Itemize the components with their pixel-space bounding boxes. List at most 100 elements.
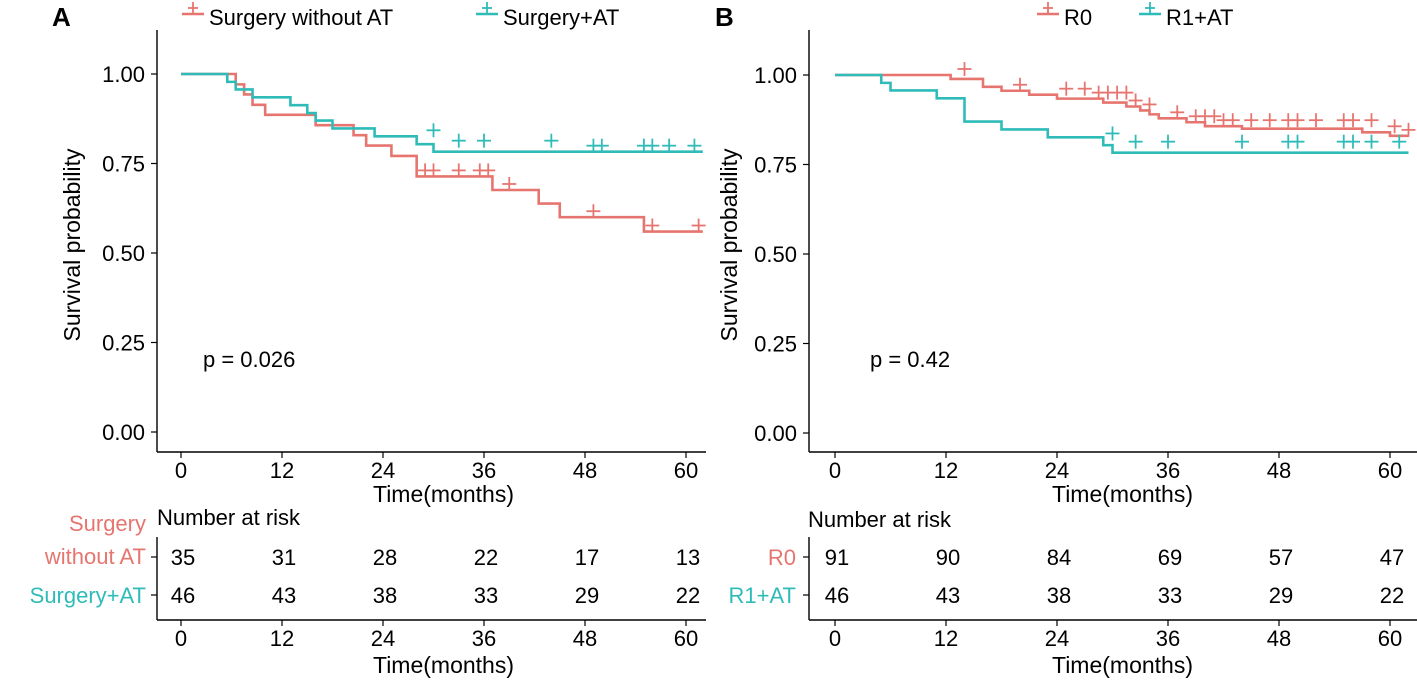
risk-x-tick-label: 24 bbox=[371, 626, 395, 651]
x-tick-label: 24 bbox=[371, 458, 395, 483]
x-tick-label: 60 bbox=[1378, 458, 1402, 483]
x-tick-label: 48 bbox=[1267, 458, 1291, 483]
risk-value: 29 bbox=[1269, 583, 1293, 608]
censor-mark bbox=[1077, 81, 1092, 96]
risk-value: 46 bbox=[825, 583, 849, 608]
risk-value: 57 bbox=[1269, 545, 1293, 570]
censor-mark bbox=[1170, 105, 1185, 120]
x-tick-label: 48 bbox=[573, 458, 597, 483]
risk-value: 38 bbox=[373, 583, 397, 608]
panel-a: A Surgery without AT Surgery+AT 0.00 0.25 0.5… bbox=[30, 2, 706, 678]
y-tick-label: 0.50 bbox=[754, 242, 797, 267]
censor-mark bbox=[687, 138, 702, 153]
censor-mark bbox=[1119, 85, 1134, 100]
panel-b: B R0 R1+AT 0.00 0.25 0.50 0.75 1.00 0 12 24 36 48 60 T… bbox=[715, 2, 1417, 678]
risk-x-tick-label: 36 bbox=[472, 626, 496, 651]
legend-item: Surgery+AT bbox=[476, 2, 619, 30]
risk-value: 29 bbox=[575, 583, 599, 608]
censor-mark bbox=[645, 218, 660, 233]
risk-x-tick-label: 12 bbox=[270, 626, 294, 651]
y-tick-label: 0.50 bbox=[102, 241, 145, 266]
risk-value: 33 bbox=[1158, 583, 1182, 608]
risk-x-tick-label: 12 bbox=[934, 626, 958, 651]
censor-mark bbox=[451, 133, 466, 148]
x-tick-label: 60 bbox=[674, 458, 698, 483]
censor-mark bbox=[645, 138, 660, 153]
y-axis-title: Survival probability bbox=[716, 148, 742, 342]
legend-label: R1+AT bbox=[1166, 5, 1233, 30]
risk-x-tick-label: 60 bbox=[1378, 626, 1402, 651]
censor-mark bbox=[1387, 119, 1402, 134]
legend-item: R1+AT bbox=[1139, 2, 1233, 30]
risk-value: 22 bbox=[474, 545, 498, 570]
x-tick-label: 36 bbox=[472, 458, 496, 483]
x-tick-label: 12 bbox=[934, 458, 958, 483]
censor-mark bbox=[1161, 134, 1175, 149]
y-tick-label: 0.25 bbox=[754, 332, 797, 357]
risk-value: 13 bbox=[676, 545, 700, 570]
y-tick-label: 0.00 bbox=[754, 421, 797, 446]
censor-mark bbox=[1401, 122, 1416, 137]
risk-value: 84 bbox=[1047, 545, 1071, 570]
risk-value: 43 bbox=[936, 583, 960, 608]
censor-mark bbox=[1309, 113, 1323, 128]
km-curve-series-2 bbox=[181, 72, 703, 153]
risk-x-axis-title: Time(months) bbox=[373, 652, 514, 678]
censor-mark bbox=[1225, 113, 1240, 128]
risk-value: 46 bbox=[171, 583, 195, 608]
censor-mark bbox=[691, 218, 706, 233]
risk-x-tick-label: 36 bbox=[1156, 626, 1180, 651]
censor-mark bbox=[481, 163, 496, 178]
y-tick-label: 0.75 bbox=[754, 153, 797, 178]
risk-value: 17 bbox=[575, 545, 599, 570]
risk-row-label: Surgery bbox=[69, 511, 146, 536]
risk-x-tick-label: 48 bbox=[573, 626, 597, 651]
censor-mark bbox=[1290, 134, 1305, 149]
panel-letter: B bbox=[715, 2, 734, 32]
y-tick-label: 0.75 bbox=[102, 152, 145, 177]
censor-mark bbox=[1364, 134, 1379, 149]
y-tick-label: 0.25 bbox=[102, 331, 145, 356]
censor-mark bbox=[1128, 134, 1143, 149]
censor-mark bbox=[1346, 113, 1360, 128]
censor-mark bbox=[1244, 113, 1259, 128]
risk-value: 91 bbox=[825, 545, 849, 570]
censor-mark bbox=[1235, 134, 1249, 149]
km-curve-series-1 bbox=[181, 72, 703, 233]
risk-x-tick-label: 0 bbox=[175, 626, 187, 651]
risk-row-label: without AT bbox=[44, 544, 146, 569]
censor-mark bbox=[544, 133, 559, 148]
risk-value: 31 bbox=[272, 545, 296, 570]
risk-table-title: Number at risk bbox=[808, 507, 952, 532]
x-tick-label: 12 bbox=[270, 458, 294, 483]
risk-value: 22 bbox=[676, 583, 700, 608]
x-tick-label: 36 bbox=[1156, 458, 1180, 483]
legend-label: Surgery+AT bbox=[503, 5, 619, 30]
risk-value: 33 bbox=[474, 583, 498, 608]
p-value: p = 0.026 bbox=[203, 347, 295, 372]
risk-value: 90 bbox=[936, 545, 960, 570]
risk-row-label: R1+AT bbox=[729, 583, 796, 608]
risk-x-tick-label: 24 bbox=[1045, 626, 1069, 651]
risk-row-label: R0 bbox=[768, 545, 796, 570]
censor-mark bbox=[1142, 97, 1157, 112]
x-tick-label: 0 bbox=[829, 458, 841, 483]
censor-mark bbox=[1013, 77, 1027, 92]
legend-label: R0 bbox=[1064, 5, 1092, 30]
censor-mark bbox=[594, 138, 609, 153]
censor-mark bbox=[1392, 134, 1407, 149]
censor-mark bbox=[1290, 113, 1305, 128]
risk-x-tick-label: 48 bbox=[1267, 626, 1291, 651]
risk-x-axis-title: Time(months) bbox=[1052, 652, 1193, 678]
legend-item: R0 bbox=[1037, 2, 1092, 30]
risk-value: 35 bbox=[171, 545, 195, 570]
x-axis-title: Time(months) bbox=[373, 481, 514, 507]
risk-row-label: Surgery+AT bbox=[30, 583, 146, 608]
km-curve-series-1 bbox=[835, 73, 1409, 138]
y-tick-label: 1.00 bbox=[754, 63, 797, 88]
risk-value: 22 bbox=[1380, 583, 1404, 608]
censor-mark bbox=[477, 133, 491, 148]
y-tick-label: 1.00 bbox=[102, 62, 145, 87]
risk-x-tick-label: 60 bbox=[674, 626, 698, 651]
censor-mark bbox=[426, 123, 441, 138]
